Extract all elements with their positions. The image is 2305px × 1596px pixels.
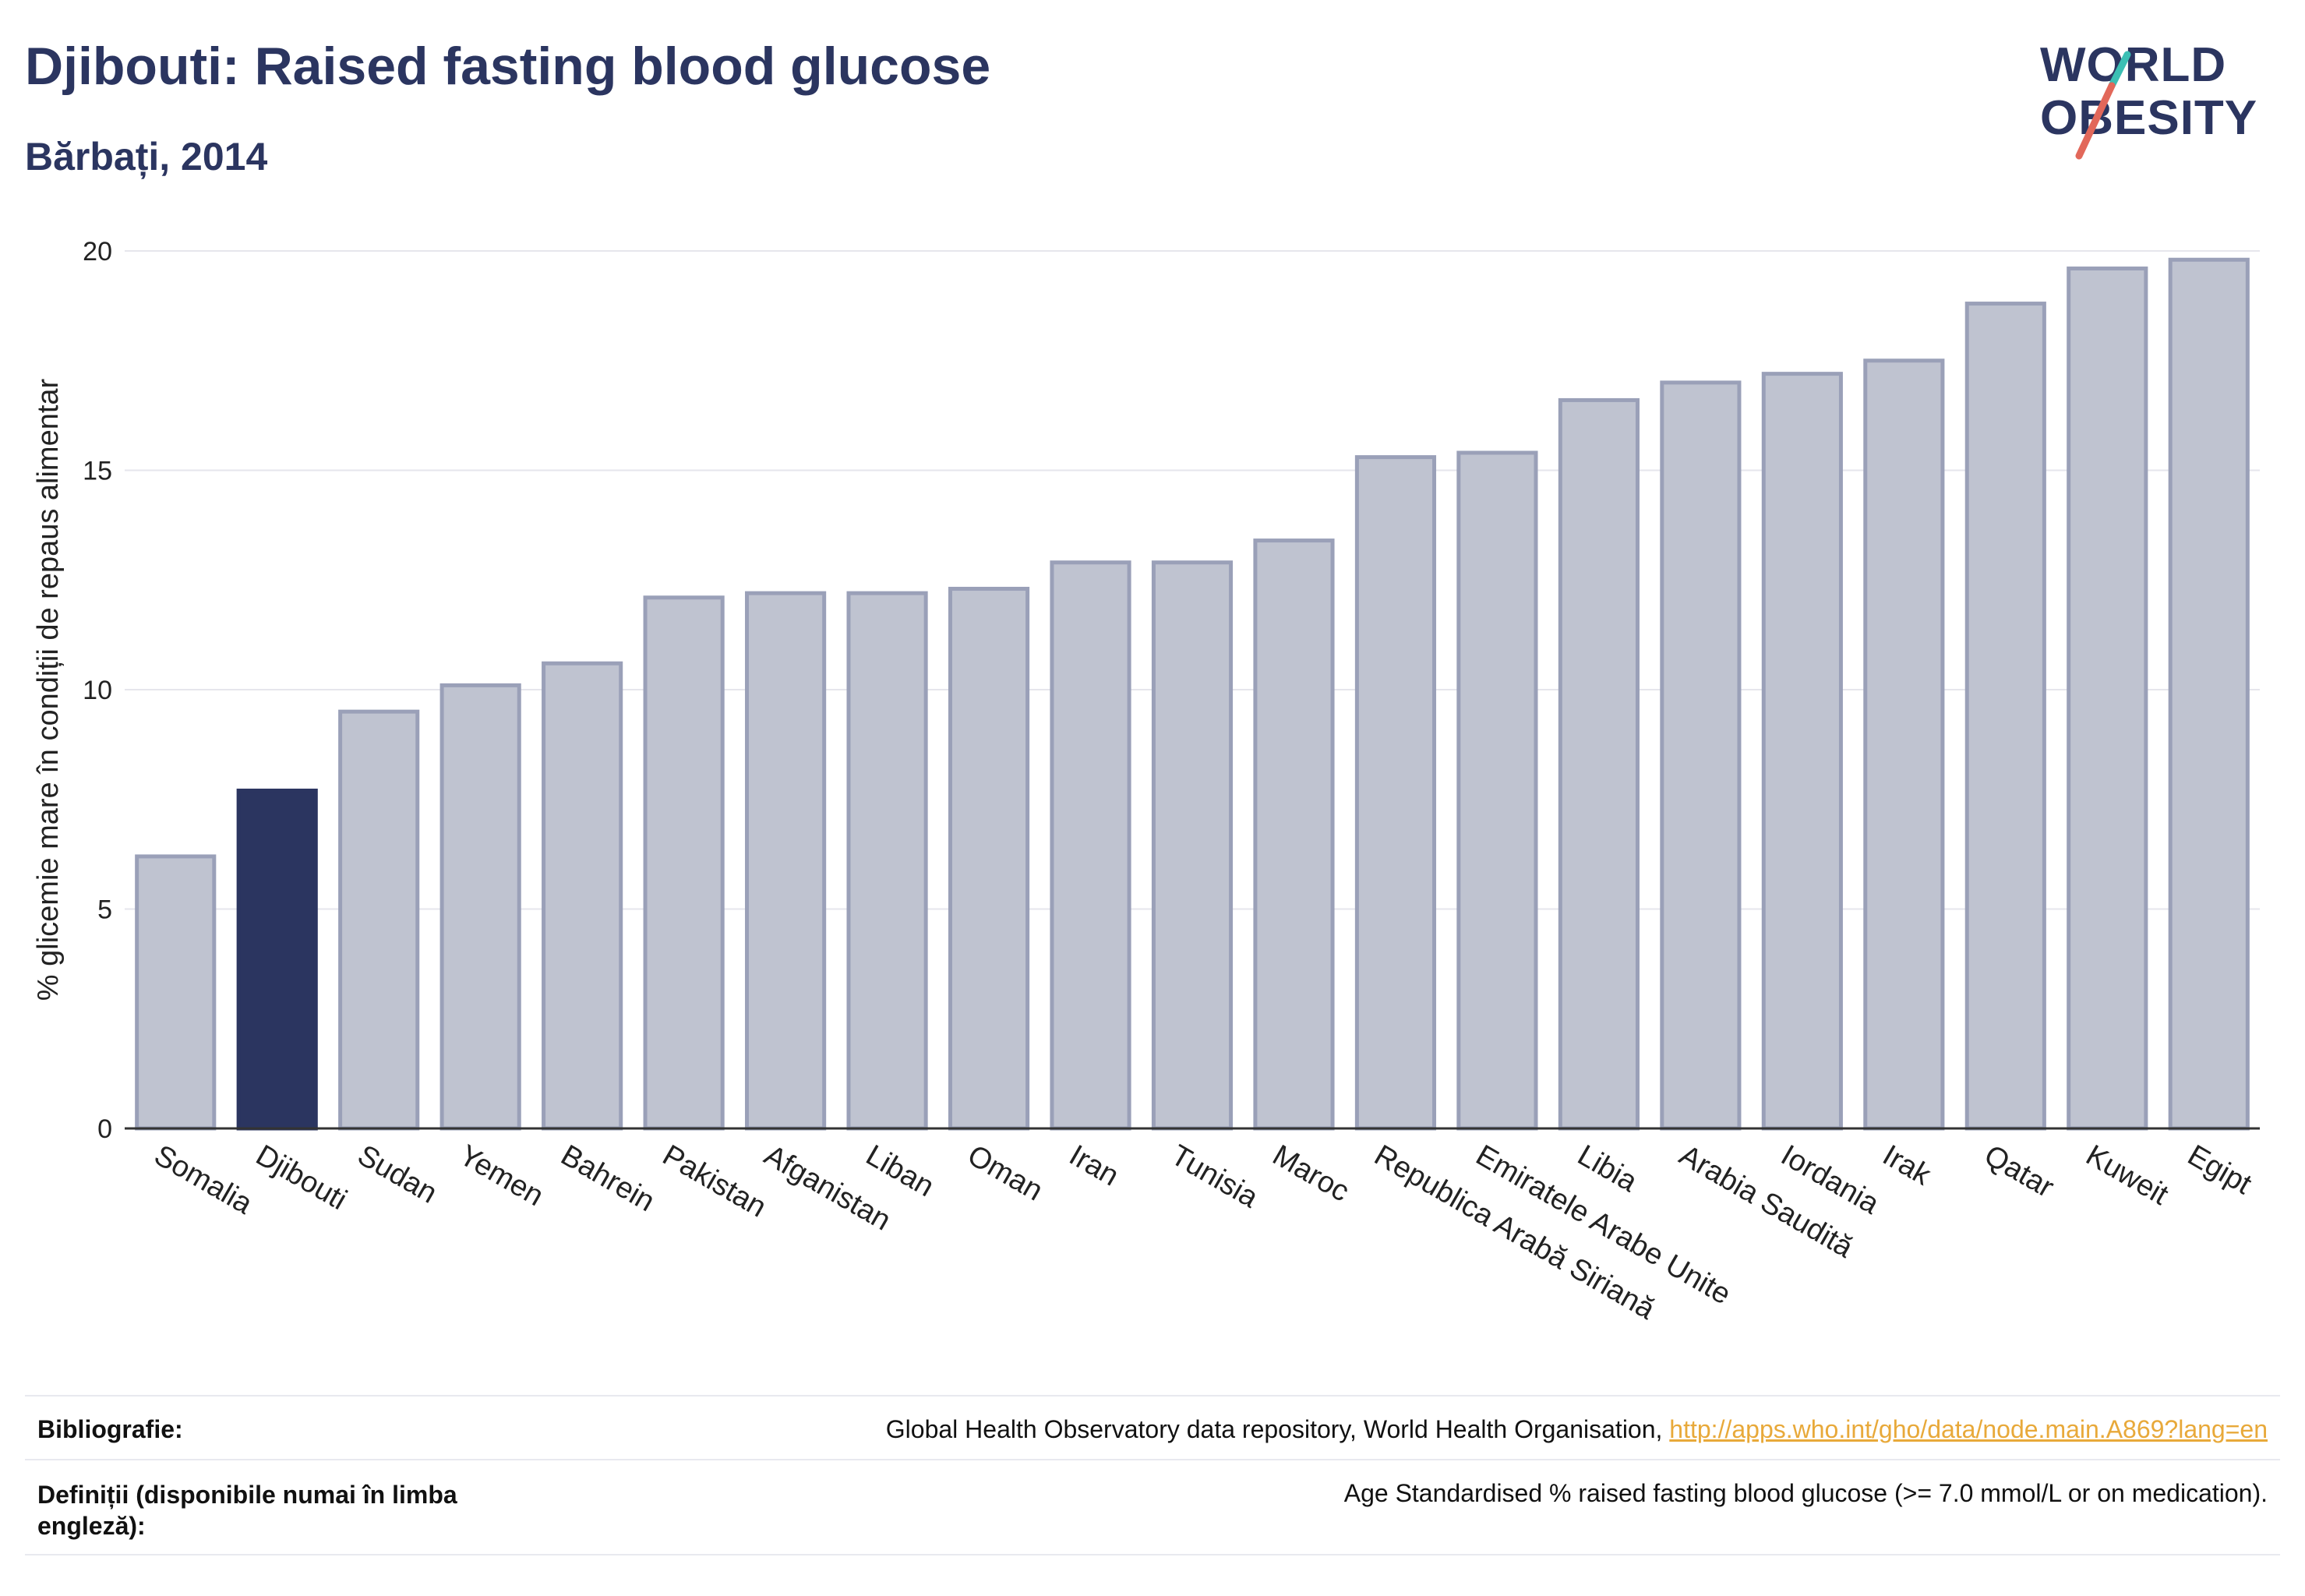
y-tick-label: 5 <box>97 895 112 925</box>
bar <box>846 591 928 1131</box>
x-tick-label: Oman <box>962 1139 1049 1207</box>
x-tick-label: Arabia Saudită <box>1674 1139 1859 1264</box>
x-tick-label: Sudan <box>352 1139 443 1209</box>
x-tick-label: Iran <box>1064 1139 1124 1192</box>
bar <box>948 587 1030 1131</box>
x-tick-label: Somalia <box>149 1139 259 1220</box>
bar <box>542 661 623 1131</box>
footer-divider-mid <box>25 1459 2280 1460</box>
bibliography-link[interactable]: http://apps.who.int/gho/data/node.main.A… <box>1669 1415 2268 1443</box>
bar <box>1253 538 1335 1131</box>
bar <box>1964 302 2046 1131</box>
x-tick-label: Liban <box>860 1139 940 1203</box>
bibliography-label: Bibliografie: <box>37 1415 183 1443</box>
bar <box>643 595 725 1131</box>
bar <box>135 854 217 1131</box>
logo-line-2: OBESITY <box>2040 91 2258 145</box>
bar <box>1863 358 1945 1131</box>
y-tick-label: 10 <box>83 676 112 705</box>
definitions-label-line-1: Definiții (disponibile numai în limba <box>37 1481 457 1509</box>
definitions-value: Age Standardised % raised fasting blood … <box>1343 1479 2268 1507</box>
x-tick-label: Yemen <box>454 1139 549 1213</box>
x-tick-label: Pakistan <box>657 1139 771 1223</box>
logo-slash-icon <box>2075 51 2131 160</box>
definitions-label-line-2: engleză): <box>37 1512 146 1540</box>
footer-divider-bottom <box>25 1554 2280 1555</box>
y-tick-label: 20 <box>83 237 112 267</box>
x-tick-label: Djibouti <box>250 1139 352 1216</box>
bar <box>1456 450 1538 1131</box>
bar <box>1761 372 1843 1131</box>
bar <box>1050 560 1131 1131</box>
y-tick-label: 0 <box>97 1114 112 1144</box>
bar <box>439 683 521 1131</box>
logo-line-1: WORLD <box>2040 38 2227 92</box>
x-tick-label: Egipt <box>2182 1139 2257 1201</box>
y-tick-label: 15 <box>83 457 112 486</box>
bar <box>2067 267 2148 1131</box>
bibliography-row: Bibliografie: Global Health Observatory … <box>25 1409 2280 1456</box>
bar <box>1151 560 1234 1131</box>
page-title: Djibouti: Raised fasting blood glucose <box>25 37 991 96</box>
bar <box>1558 397 1640 1131</box>
bar <box>2168 257 2250 1131</box>
x-tick-label: Tunisia <box>1166 1139 1265 1214</box>
definitions-label: Definiții (disponibile numai în limba eng… <box>37 1479 457 1541</box>
bar <box>1660 380 1742 1131</box>
definitions-row: Definiții (disponibile numai în limba eng… <box>25 1473 2280 1551</box>
y-axis-label: % glicemie mare în condiții de repaus al… <box>32 378 65 1001</box>
x-tick-label: Maroc <box>1267 1139 1354 1208</box>
x-tick-label: Bahrein <box>556 1139 660 1218</box>
x-tick-label: Irak <box>1877 1139 1937 1192</box>
bar <box>745 591 827 1131</box>
page-subtitle: Bărbați, 2014 <box>25 135 268 178</box>
footer-divider-top <box>25 1395 2280 1396</box>
x-tick-label: Libia <box>1572 1139 1643 1199</box>
bar <box>236 788 318 1131</box>
bibliography-value: Global Health Observatory data repositor… <box>886 1415 2268 1444</box>
bibliography-text: Global Health Observatory data repositor… <box>885 1415 1670 1443</box>
bar <box>338 709 420 1131</box>
x-tick-label: Qatar <box>1978 1139 2060 1204</box>
world-obesity-logo: WORLD OBESITY <box>2026 31 2291 171</box>
bar <box>1354 455 1437 1131</box>
x-tick-label: Kuweit <box>2081 1139 2174 1212</box>
